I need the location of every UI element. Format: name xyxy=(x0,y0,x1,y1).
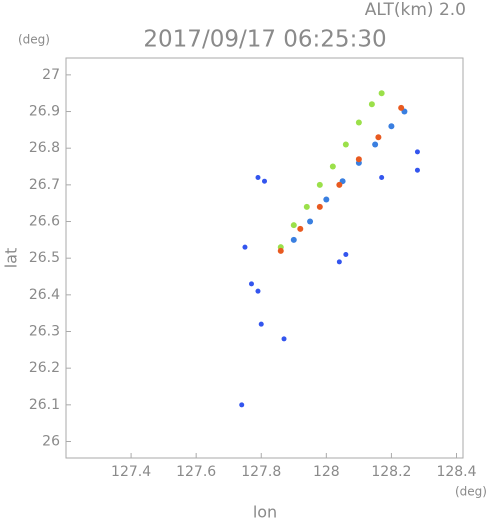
y-tick-label: 26.4 xyxy=(29,287,60,303)
echo-point xyxy=(277,247,284,254)
x-unit: (deg) xyxy=(455,485,487,499)
echo-point xyxy=(336,259,342,265)
echo-point xyxy=(316,203,323,210)
echo-point xyxy=(297,225,304,232)
echo-point xyxy=(342,141,349,148)
x-tick-label: 128 xyxy=(313,464,340,480)
y-tick-label: 26.1 xyxy=(29,397,60,413)
echo-point xyxy=(239,402,245,408)
y-unit: (deg) xyxy=(18,33,50,47)
echo-point xyxy=(303,203,310,210)
echo-point xyxy=(248,281,254,287)
echo-point xyxy=(323,196,330,203)
echo-point xyxy=(329,163,336,170)
y-tick-label: 26.6 xyxy=(29,214,60,230)
echo-point xyxy=(368,101,375,108)
echo-point xyxy=(258,321,264,327)
echo-point xyxy=(281,336,287,342)
y-tick-label: 26.7 xyxy=(29,177,60,193)
y-tick-label: 27 xyxy=(42,67,60,83)
echo-point xyxy=(388,123,395,130)
echo-point xyxy=(336,181,343,188)
echo-point xyxy=(255,175,261,181)
echo-point xyxy=(375,134,382,141)
echo-point xyxy=(316,181,323,188)
y-tick-label: 26.9 xyxy=(29,104,60,120)
y-axis-label: lat xyxy=(2,248,21,269)
echo-point xyxy=(262,178,267,184)
echo-point xyxy=(255,288,261,294)
subtitle: ALT(km) 2.0 xyxy=(365,0,466,20)
x-tick-label: 128.4 xyxy=(436,464,476,480)
echo-point xyxy=(242,244,248,250)
echo-point xyxy=(414,167,420,173)
chart-title: 2017/09/17 06:25:30 xyxy=(143,27,386,53)
y-tick-label: 26 xyxy=(42,434,60,450)
y-tick-label: 26.2 xyxy=(29,360,60,376)
x-tick-label: 127.4 xyxy=(111,464,151,480)
x-tick-label: 128.2 xyxy=(371,464,411,480)
echo-point xyxy=(355,156,362,163)
x-tick-label: 127.6 xyxy=(176,464,216,480)
y-tick-label: 26.8 xyxy=(29,140,60,156)
echo-point xyxy=(398,104,405,111)
x-tick-label: 127.8 xyxy=(241,464,281,480)
y-tick-label: 26.5 xyxy=(29,250,60,266)
echo-point xyxy=(378,90,385,97)
x-axis-label: lon xyxy=(253,503,277,521)
y-tick-label: 26.3 xyxy=(29,324,60,340)
echo-point xyxy=(414,149,420,155)
echo-point xyxy=(372,141,379,148)
echo-point xyxy=(307,218,314,225)
echo-point xyxy=(290,236,297,243)
echo-point xyxy=(343,252,349,258)
plot-frame xyxy=(65,57,464,459)
echo-point xyxy=(355,119,362,126)
echo-point xyxy=(290,222,297,229)
echo-point xyxy=(379,175,385,181)
